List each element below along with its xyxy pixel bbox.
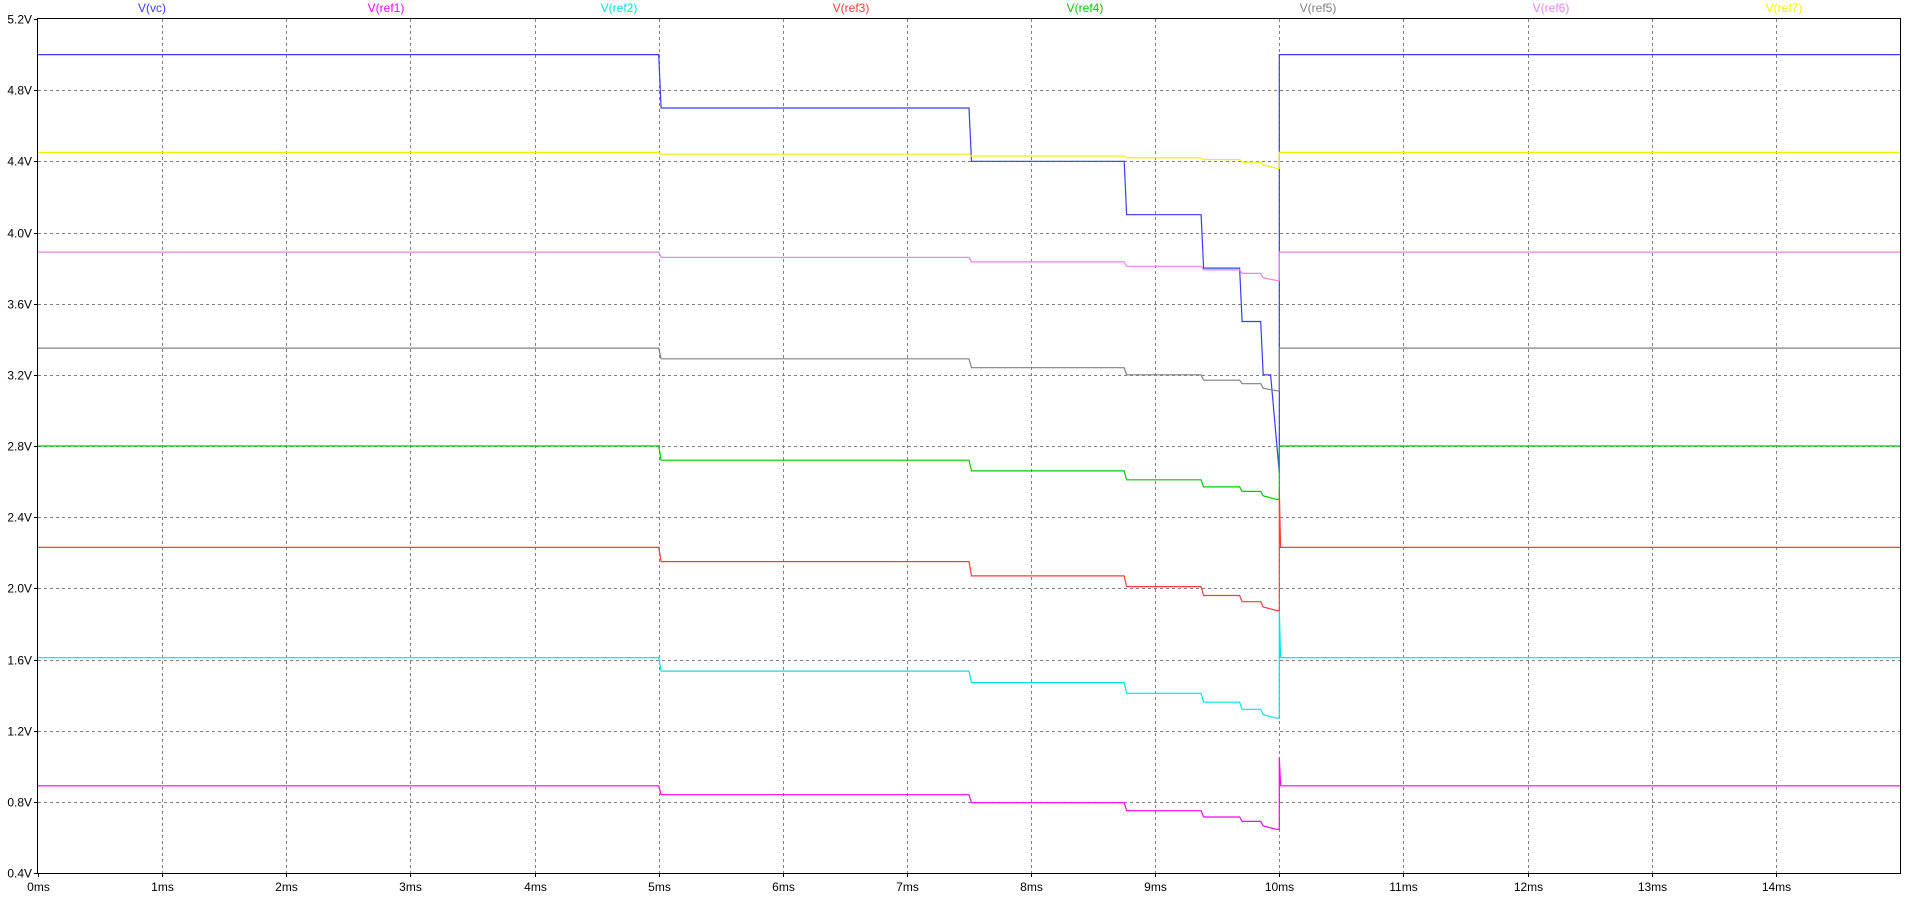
trace-vref7 xyxy=(38,151,1900,169)
x-tick-label: 7ms xyxy=(896,880,919,894)
legend-entry: V(ref1) xyxy=(368,1,405,15)
x-tick-label: 1ms xyxy=(151,880,174,894)
y-tick-label: 1.6V xyxy=(7,654,32,668)
y-tick-label: 3.2V xyxy=(7,369,32,383)
y-tick-label: 1.2V xyxy=(7,725,32,739)
x-tick-label: 11ms xyxy=(1389,880,1417,894)
x-tick-label: 12ms xyxy=(1514,880,1543,894)
trace-vref1 xyxy=(38,757,1900,831)
y-tick-label: 4.4V xyxy=(7,155,32,169)
x-tick-label: 14ms xyxy=(1762,880,1791,894)
x-tick-label: 4ms xyxy=(524,880,547,894)
legend-entry: V(ref6) xyxy=(1533,1,1570,15)
y-axis-ticks: 0.4V 0.8V 1.2V 1.6V 2.0V 2.4V 2.8V 3.2V 3.6V 4.0V… xyxy=(7,13,38,881)
x-tick-label: 8ms xyxy=(1020,880,1043,894)
y-tick-label: 5.2V xyxy=(7,13,32,27)
legend-entry: V(ref4) xyxy=(1067,1,1104,15)
y-tick-label: 2.8V xyxy=(7,440,32,454)
legend: V(vc) V(ref1) V(ref2) V(ref3) V(ref4) V(ref5)… xyxy=(138,1,1802,15)
trace-vref4 xyxy=(38,445,1900,500)
x-tick-label: 13ms xyxy=(1638,880,1667,894)
x-tick-label: 2ms xyxy=(275,880,298,894)
trace-vref2 xyxy=(38,609,1900,719)
x-tick-label: 10ms xyxy=(1265,880,1294,894)
trace-vref6 xyxy=(38,251,1900,282)
trace-vref3 xyxy=(38,490,1900,612)
trace-vref5 xyxy=(38,347,1900,392)
x-tick-label: 0ms xyxy=(27,880,50,894)
y-tick-label: 0.4V xyxy=(7,867,32,881)
legend-entry: V(vc) xyxy=(138,1,166,15)
y-tick-label: 3.6V xyxy=(7,298,32,312)
y-tick-label: 2.4V xyxy=(7,511,32,525)
legend-entry: V(ref7) xyxy=(1766,1,1803,15)
x-tick-label: 3ms xyxy=(399,880,422,894)
y-tick-label: 2.0V xyxy=(7,582,32,596)
x-tick-label: 9ms xyxy=(1144,880,1167,894)
trace-vvc xyxy=(38,53,1900,473)
x-axis-ticks: 0ms 1ms 2ms 3ms 4ms 5ms 6ms 7ms 8ms 9ms 10ms 11ms 12… xyxy=(27,873,1791,894)
y-tick-label: 4.0V xyxy=(7,227,32,241)
legend-entry: V(ref3) xyxy=(833,1,870,15)
x-tick-label: 6ms xyxy=(772,880,795,894)
legend-entry: V(ref5) xyxy=(1300,1,1337,15)
legend-entry: V(ref2) xyxy=(601,1,638,15)
x-tick-label: 5ms xyxy=(648,880,671,894)
y-tick-label: 4.8V xyxy=(7,84,32,98)
y-tick-label: 0.8V xyxy=(7,796,32,810)
trace-layer xyxy=(38,53,1900,831)
